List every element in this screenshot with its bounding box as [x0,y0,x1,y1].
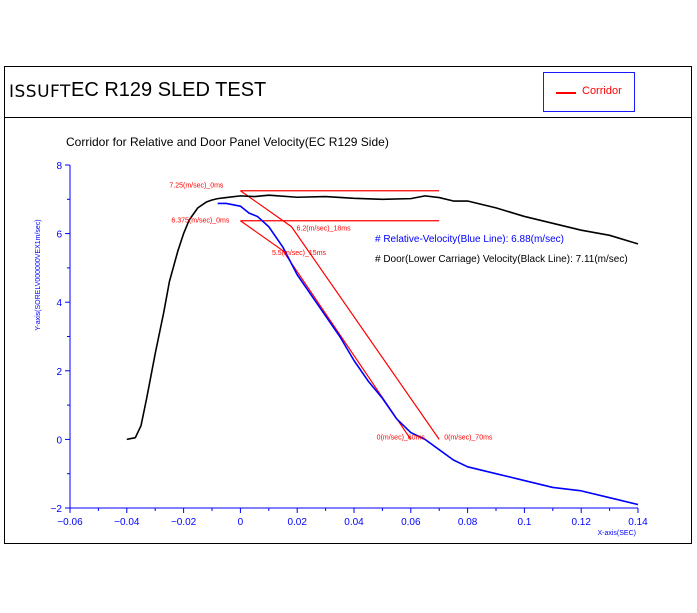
y-tick-label: 2 [56,367,62,378]
chart-title: Corridor for Relative and Door Panel Vel… [66,135,389,149]
corridor-label: 7.25(m/sec)_0ms [169,183,224,190]
report-title: EC R129 SLED TEST [71,79,267,101]
y-tick-label: 0 [56,435,62,446]
corridor-label: 0(m/sec)_70ms [444,434,493,441]
y-tick-label: 6 [56,230,62,241]
x-tick-label: −0.04 [114,517,140,528]
corridor-line-2 [240,190,440,440]
legend-box: Corridor [543,72,635,112]
y-tick-label: −2 [51,504,63,515]
corridor-label: 5.5(m/sec)_15ms [272,250,327,257]
report-frame: ISSUFT EC R129 SLED TEST Corridor [4,66,692,544]
x-tick-label: 0.14 [628,517,648,528]
corridor-label: 6.2(m/sec)_18ms [297,226,352,233]
corridor-label: 0(m/sec)_60ms [377,434,426,441]
relative-velocity-line [217,202,639,506]
company-logo: ISSUFT [9,82,71,102]
legend-corridor-label: Corridor [582,85,622,97]
x-tick-label: 0.02 [287,517,307,528]
x-tick-label: −0.02 [171,517,197,528]
black-line-annotation: # Door(Lower Carriage) Velocity(Black Li… [375,254,628,265]
corridor-label: 6.375(m/sec)_0ms [171,218,229,225]
corridor-line-3 [240,220,412,440]
report-header: ISSUFT EC R129 SLED TEST Corridor [5,67,691,118]
legend-corridor-swatch [556,92,576,94]
x-tick-label: 0.08 [458,517,478,528]
y-tick-label: 4 [56,298,62,309]
x-tick-label: −0.06 [57,517,83,528]
x-tick-label: 0 [238,517,244,528]
x-tick-label: 0.12 [571,517,591,528]
x-tick-label: 0.04 [344,517,364,528]
x-tick-label: 0.1 [517,517,531,528]
x-axis-label: X-axis(SEC) [597,530,636,537]
x-tick-label: 0.06 [401,517,421,528]
y-axis-label: Y-axis(SORELV000000VEX1m/sec) [35,219,42,330]
y-tick-label: 8 [56,161,62,172]
door-velocity-line [126,194,639,441]
blue-line-annotation: # Relative-Velocity(Blue Line): 6.88(m/s… [375,234,564,245]
